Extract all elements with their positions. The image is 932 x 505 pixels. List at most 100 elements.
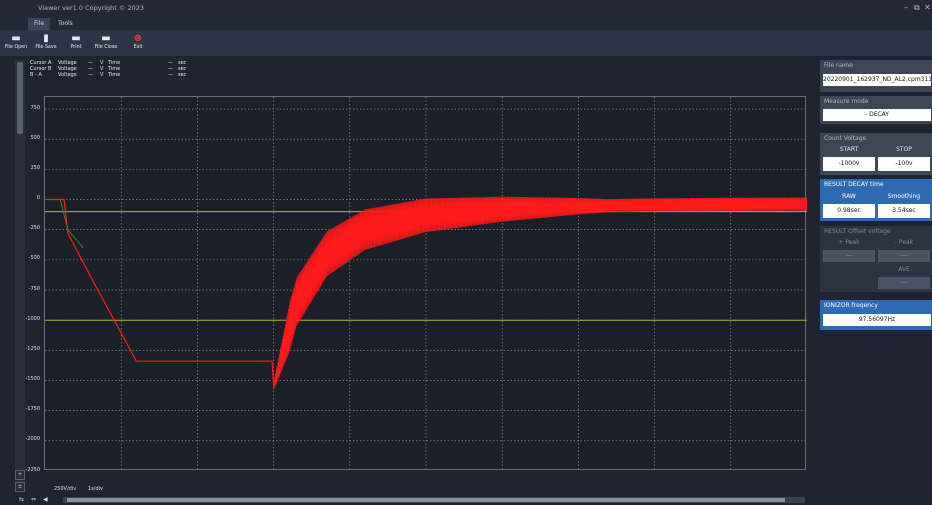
measure-mode-title: Measure mode	[820, 96, 932, 108]
cursor-time-unit: sec	[178, 72, 187, 78]
cursor-time-label: Time	[108, 66, 121, 72]
waveform-ripple	[273, 196, 807, 391]
y-tick-label: -2000	[25, 436, 40, 443]
cursor-unit: V	[100, 60, 104, 66]
menu-tab-file[interactable]: File	[28, 18, 51, 30]
exit-label: Exit	[133, 45, 143, 50]
y-tick-label: 0	[36, 195, 40, 202]
cursor-time-value: —	[168, 72, 173, 78]
cursor-qty: Voltage	[58, 66, 77, 72]
y-tick-label: -500	[28, 255, 40, 262]
scroll-left-icon[interactable]: ◀	[43, 496, 48, 503]
file-close-button[interactable]: ▬ File Close	[92, 32, 120, 54]
cursor-readout: Cursor A Voltage — V Time — sec Cursor B…	[30, 60, 200, 78]
plus-peak-label: + Peak	[838, 239, 860, 246]
file-open-label: File Open	[4, 45, 28, 50]
pan-icon[interactable]: ⇆	[19, 496, 25, 503]
cursor-diff-row: B - A Voltage — V Time — sec	[30, 72, 200, 78]
zoom-in-icon[interactable]: +	[15, 470, 25, 480]
measure-mode-panel: Measure mode - DECAY	[820, 96, 932, 124]
toolbar: ▬ File Open ▮ File Save ▬ Print ▬ File C…	[0, 30, 932, 56]
start-label: START	[839, 146, 859, 153]
bottom-bar: ⇆ ⇔ ◀	[15, 496, 805, 504]
volt-per-div: 250V/div	[54, 486, 77, 492]
y-tick-label: 500	[30, 134, 40, 141]
decay-result-panel: RESULT DECAY time RAW Smoothing 0.98sec …	[820, 179, 932, 221]
ave-label: AVE	[898, 266, 910, 273]
y-tick-label: -2250	[25, 466, 40, 473]
exit-button[interactable]: ⊗ Exit	[124, 32, 152, 54]
cursor-time-value: —	[168, 60, 173, 66]
cursor-time-unit: sec	[178, 60, 187, 66]
raw-decay-field: 0.98sec	[823, 204, 875, 218]
y-tick-label: 750	[30, 104, 40, 111]
minus-peak-label: - Peak	[894, 239, 914, 246]
file-name-title: File name	[820, 60, 932, 72]
waveform-plot[interactable]	[44, 96, 807, 471]
minus-peak-field: ---	[878, 250, 930, 262]
close-button[interactable]: ✕	[924, 3, 931, 12]
print-button[interactable]: ▬ Print	[62, 32, 90, 54]
fit-icon[interactable]: ⇔	[31, 496, 37, 503]
y-tick-label: -1500	[25, 376, 40, 383]
measure-mode-field[interactable]: - DECAY	[823, 109, 931, 121]
y-tick-label: -1000	[25, 315, 40, 322]
zoom-out-icon[interactable]: ±	[15, 482, 25, 492]
folder-close-icon: ▬	[101, 33, 111, 44]
offset-result-title: RESULT Offset voltage	[820, 226, 932, 238]
y-tick-label: 250	[30, 164, 40, 171]
cursor-value: —	[88, 60, 93, 66]
decay-result-title: RESULT DECAY time	[820, 179, 932, 191]
cursor-value: —	[88, 66, 93, 72]
plus-peak-field: ---	[823, 250, 875, 262]
cursor-time-value: —	[168, 66, 173, 72]
offset-result-panel: RESULT Offset voltage + Peak - Peak --- …	[820, 226, 932, 292]
ionizor-frequency-panel: IONIZOR freqency 97.56097Hz	[820, 300, 932, 330]
cursor-b-row: Cursor B Voltage — V Time — sec	[30, 66, 200, 72]
waveform-initial-segment	[45, 198, 275, 387]
window-title: Viewer ver1.0 Copyright © 2023	[38, 4, 145, 12]
horizontal-scrollbar[interactable]	[63, 497, 805, 503]
cursor-a-row: Cursor A Voltage — V Time — sec	[30, 60, 200, 66]
cursor-name: Cursor B	[30, 66, 52, 72]
count-voltage-title: Count Voltage	[820, 133, 932, 145]
menu-tab-tools[interactable]: Tools	[58, 20, 73, 27]
y-tick-label: -1750	[25, 406, 40, 413]
stop-label: STOP	[896, 146, 912, 153]
title-bar: Viewer ver1.0 Copyright © 2023 – ⧉ ✕	[0, 0, 932, 18]
file-name-panel: File name 20220901_162937_ND_AL2.cpm311	[820, 60, 932, 92]
cursor-time-label: Time	[108, 60, 121, 66]
file-save-button[interactable]: ▮ File Save	[32, 32, 60, 54]
cursor-time-label: Time	[108, 72, 121, 78]
waveform-chart	[45, 97, 807, 471]
restore-button[interactable]: ⧉	[914, 3, 920, 12]
ionizor-frequency-title: IONIZOR freqency	[820, 300, 932, 312]
cursor-name: B - A	[30, 72, 42, 78]
minimize-button[interactable]: –	[904, 3, 908, 12]
folder-open-icon: ▬	[11, 33, 21, 44]
y-tick-label: -250	[28, 225, 40, 232]
cursor-qty: Voltage	[58, 60, 77, 66]
y-tick-label: -750	[28, 285, 40, 292]
time-per-div: 1s/div	[88, 486, 103, 492]
ave-field: ---	[878, 277, 930, 289]
cursor-unit: V	[100, 72, 104, 78]
vertical-scrollbar[interactable]: + ±	[15, 60, 25, 492]
y-tick-label: -1250	[25, 345, 40, 352]
menu-bar: File Tools	[0, 18, 932, 30]
horizontal-scroll-thumb[interactable]	[67, 498, 785, 502]
file-save-label: File Save	[35, 45, 57, 50]
smoothing-label: Smoothing	[887, 193, 921, 200]
count-voltage-panel: Count Voltage START STOP -1000v -100v	[820, 133, 932, 175]
stop-voltage-field[interactable]: -100v	[878, 157, 930, 171]
vertical-scroll-thumb[interactable]	[17, 62, 23, 134]
secondary-trace	[59, 199, 84, 249]
exit-icon: ⊗	[133, 33, 143, 44]
file-open-button[interactable]: ▬ File Open	[2, 32, 30, 54]
cursor-time-unit: sec	[178, 66, 187, 72]
start-voltage-field[interactable]: -1000v	[823, 157, 875, 171]
print-icon: ▬	[71, 33, 81, 44]
cursor-qty: Voltage	[58, 72, 77, 78]
file-name-field: 20220901_162937_ND_AL2.cpm311	[823, 74, 931, 86]
save-icon: ▮	[43, 33, 49, 44]
